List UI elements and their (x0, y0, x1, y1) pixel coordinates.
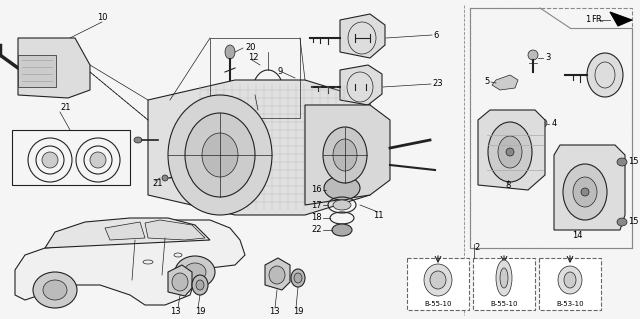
Text: 13: 13 (269, 308, 279, 316)
Ellipse shape (424, 264, 452, 296)
Bar (470, 8, 632, 248)
Bar (210, 38, 300, 118)
Text: 2: 2 (474, 243, 479, 253)
Ellipse shape (225, 45, 235, 59)
Text: 13: 13 (170, 308, 180, 316)
Polygon shape (168, 265, 192, 296)
Text: B-55-10: B-55-10 (490, 301, 518, 307)
Bar (539, 258, 601, 310)
Ellipse shape (33, 272, 77, 308)
Text: 17: 17 (312, 201, 322, 210)
Ellipse shape (496, 260, 512, 296)
Text: 18: 18 (312, 213, 322, 222)
Text: 15: 15 (628, 218, 639, 226)
Bar (407, 258, 469, 310)
Ellipse shape (324, 176, 360, 200)
Text: 20: 20 (245, 43, 255, 53)
Ellipse shape (488, 122, 532, 182)
Ellipse shape (43, 280, 67, 300)
Polygon shape (18, 38, 90, 98)
Ellipse shape (573, 177, 597, 207)
Text: 19: 19 (195, 308, 205, 316)
Polygon shape (478, 110, 545, 190)
Ellipse shape (498, 136, 522, 168)
Text: 12: 12 (248, 54, 259, 63)
Ellipse shape (168, 95, 272, 215)
Ellipse shape (333, 200, 351, 210)
Ellipse shape (332, 224, 352, 236)
Bar (12, 130, 130, 185)
Ellipse shape (563, 164, 607, 220)
Ellipse shape (134, 137, 142, 143)
Ellipse shape (323, 127, 367, 183)
Text: 8: 8 (506, 182, 511, 190)
Ellipse shape (192, 275, 208, 295)
Ellipse shape (500, 268, 508, 288)
Ellipse shape (506, 148, 514, 156)
Text: 19: 19 (292, 308, 303, 316)
Ellipse shape (291, 269, 305, 287)
Polygon shape (610, 12, 632, 26)
Ellipse shape (269, 266, 285, 284)
Bar (473, 258, 535, 310)
Polygon shape (305, 105, 390, 205)
Polygon shape (145, 220, 205, 240)
Text: 14: 14 (572, 231, 582, 240)
Polygon shape (45, 218, 210, 248)
Text: B-55-10: B-55-10 (424, 301, 452, 307)
Text: 21: 21 (60, 103, 70, 113)
Ellipse shape (430, 271, 446, 289)
Polygon shape (340, 14, 385, 58)
Ellipse shape (42, 152, 58, 168)
Ellipse shape (175, 256, 215, 288)
Polygon shape (15, 220, 245, 305)
Text: 15: 15 (628, 158, 639, 167)
Ellipse shape (184, 263, 206, 281)
Polygon shape (554, 145, 625, 230)
Ellipse shape (196, 280, 204, 290)
Text: 4: 4 (552, 120, 557, 129)
Text: 23: 23 (432, 79, 443, 88)
Text: 22: 22 (312, 226, 322, 234)
Text: 3: 3 (545, 54, 550, 63)
Ellipse shape (581, 188, 589, 196)
Text: 11: 11 (372, 211, 383, 219)
Bar (18, 55, 56, 87)
Polygon shape (105, 222, 145, 240)
Ellipse shape (90, 152, 106, 168)
Ellipse shape (202, 133, 238, 177)
Polygon shape (492, 75, 518, 90)
Text: B-53-10: B-53-10 (556, 301, 584, 307)
Ellipse shape (617, 158, 627, 166)
Text: 9: 9 (278, 68, 284, 77)
Ellipse shape (172, 273, 188, 291)
Ellipse shape (558, 266, 582, 294)
Text: 16: 16 (312, 186, 322, 195)
Polygon shape (340, 65, 382, 105)
Ellipse shape (294, 273, 302, 283)
Ellipse shape (162, 175, 168, 181)
Text: 21: 21 (152, 179, 163, 188)
Text: 1: 1 (585, 16, 590, 25)
Ellipse shape (333, 139, 357, 171)
Ellipse shape (564, 272, 576, 288)
Text: FR.: FR. (591, 16, 604, 25)
Ellipse shape (617, 218, 627, 226)
Ellipse shape (528, 50, 538, 60)
Text: 5: 5 (484, 78, 490, 86)
Polygon shape (265, 258, 290, 290)
Ellipse shape (185, 113, 255, 197)
Polygon shape (148, 80, 370, 215)
Ellipse shape (587, 53, 623, 97)
Ellipse shape (539, 119, 547, 127)
Text: 6: 6 (433, 31, 438, 40)
Text: 10: 10 (97, 13, 108, 23)
